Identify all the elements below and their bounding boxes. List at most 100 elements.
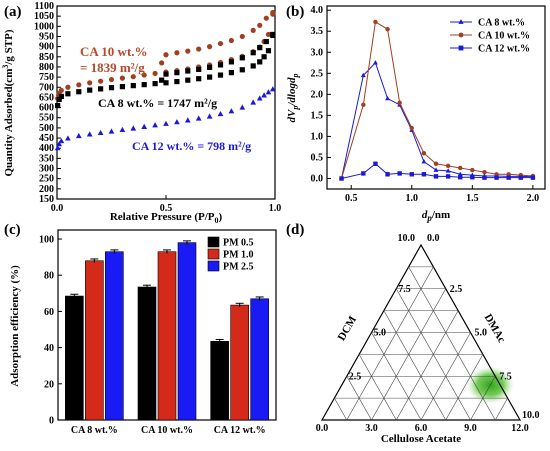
data-point [87,80,93,86]
panel-b-pore-distribution: (b) 0.0 0.5 1.0 1.5 2.0 2.5 3.0 3.5 4.0 0.5 1.0 1.… [286,4,546,223]
ternary-bottom-tick: 9.0 [464,423,477,434]
y-tick-label: 550 [39,113,54,124]
data-point [174,70,180,76]
data-point [108,85,115,91]
bar [210,340,229,421]
x-tick-label: 1.0 [269,203,282,214]
data-point [108,128,115,134]
y-tick-label: 850 [39,52,54,63]
data-point [250,27,256,33]
data-point [482,169,487,175]
legend-swatch [207,236,220,248]
data-point [86,131,93,137]
data-point [361,171,366,176]
data-point [97,129,104,136]
data-point [265,31,272,38]
y-tick-label: 600 [39,103,54,114]
y-tick-label: 1050 [34,11,54,22]
data-point [174,119,180,125]
data-point [163,120,169,126]
legend-marker [458,45,464,51]
data-point [119,126,126,133]
ternary-right-tick: 7.5 [499,371,512,382]
data-point [269,86,276,92]
data-point [130,83,136,89]
bar [177,242,197,421]
data-point [87,87,93,93]
data-point [56,96,62,103]
ternary-top-tick: 10.0 [398,233,416,244]
y-tick-label: 300 [39,164,54,175]
y-tick-label: 750 [39,72,54,83]
y-tick-label: 1.5 [311,110,324,121]
data-point [256,95,263,101]
data-point [470,167,475,173]
data-point [108,76,115,83]
data-point [385,26,390,32]
data-point [196,76,202,82]
data-point [339,176,344,181]
data-point [433,167,439,172]
data-point [119,75,125,81]
panel-d-label: (d) [286,222,304,238]
data-point [54,145,61,151]
data-point [257,59,263,65]
data-point [270,31,276,38]
data-point [195,115,202,121]
data-point [184,117,191,123]
data-point [58,137,65,144]
grid-line [346,266,434,421]
data-point [206,113,213,119]
data-point [433,161,439,166]
data-point [228,108,235,114]
bar [157,251,177,421]
panel-c-y-axis-title: Adsorption efficiency (%) [9,265,21,387]
data-point [58,87,64,93]
y-tick-label: 80 [44,271,54,282]
data-point [494,172,499,177]
ternary-left-tick: 5.0 [374,328,387,339]
annotation-ca10-label: CA 10 wt.% [80,44,148,59]
x-tick-label: 0.5 [160,203,173,214]
grid-line [445,354,484,421]
y-tick-label: 250 [39,174,54,185]
bar [105,251,124,421]
legend-label: PM 0.5 [223,238,254,249]
panel-b-y-ticks: 0.0 0.5 1.0 1.5 2.0 2.5 3.0 3.5 4.0 [311,5,331,184]
data-point [196,66,202,72]
bar [65,295,84,421]
data-point [373,60,378,65]
y-tick-label: 650 [39,92,54,103]
bar [137,286,157,421]
data-point [373,161,378,166]
data-point [506,172,511,177]
data-point [228,59,234,65]
data-point [445,174,451,179]
data-point [159,77,165,83]
y-tick-label: 1100 [35,1,54,12]
y-tick-label: 200 [39,184,54,195]
grid-line [383,310,447,421]
panel-a-x-axis-title: Relative Pressure (P/P0) [110,211,223,225]
x-tick-label: 1.0 [406,193,419,204]
y-tick-label: 350 [39,153,54,164]
legend-marker [458,32,464,38]
ternary-grid [320,243,522,421]
grid-line [371,332,422,421]
panel-a-x-ticks: 0.0 0.5 1.0 [51,195,282,214]
panel-b-series [339,19,536,181]
data-point [217,72,224,78]
category-label: CA 8 wt.% [71,425,118,436]
ternary-left-tick: 2.5 [349,371,362,382]
data-point [250,63,256,69]
data-point [76,82,82,88]
y-tick-label: 3.5 [311,26,324,37]
grid-line [346,376,372,421]
data-point [196,46,202,52]
data-point [228,37,234,44]
y-tick-label: 3.0 [311,47,324,58]
legend-swatch [207,260,220,272]
data-point [433,174,439,179]
data-point [75,132,82,139]
data-point [385,172,390,177]
